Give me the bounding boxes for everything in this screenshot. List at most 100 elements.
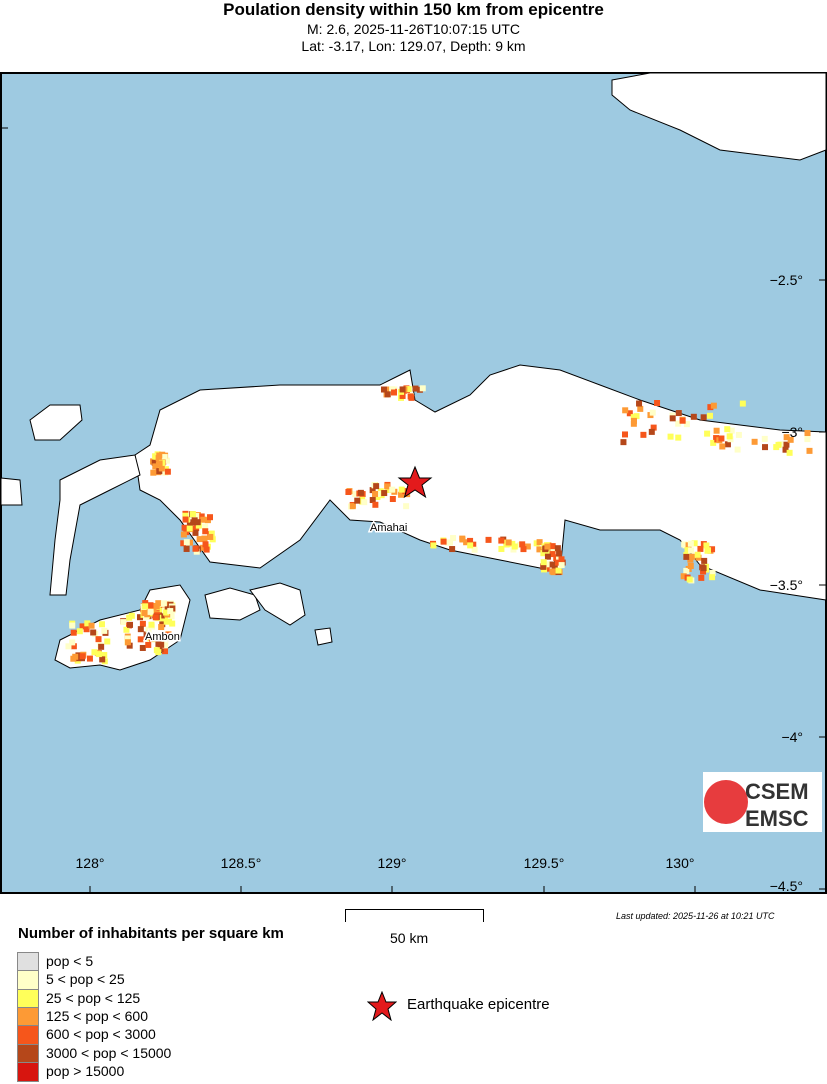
population-cell xyxy=(650,424,657,431)
population-cell xyxy=(151,459,158,466)
legend-swatch xyxy=(17,1006,39,1027)
population-cell xyxy=(182,512,189,519)
emsc-logo: CSEM EMSC xyxy=(703,772,822,832)
population-cell xyxy=(782,446,789,453)
lat-tick: −3.5° xyxy=(770,577,803,593)
population-cell xyxy=(83,626,90,633)
west-land xyxy=(0,477,23,506)
population-cell xyxy=(680,573,687,580)
population-cell xyxy=(630,420,637,427)
svg-text:CSEM: CSEM xyxy=(745,779,809,804)
population-cell xyxy=(710,402,717,409)
population-cell xyxy=(524,543,531,550)
population-cell xyxy=(511,543,518,550)
legend-label: 5 < pop < 25 xyxy=(46,971,125,988)
population-cell xyxy=(183,545,190,552)
population-cell xyxy=(202,541,209,548)
population-cell xyxy=(703,542,710,549)
population-cell xyxy=(786,449,793,456)
population-cell xyxy=(95,636,102,643)
population-cell xyxy=(158,465,165,472)
population-cell xyxy=(691,540,698,547)
saparua-island xyxy=(249,582,306,626)
population-cell xyxy=(724,441,731,448)
population-cell xyxy=(160,600,167,607)
population-cell xyxy=(352,491,359,498)
population-cell xyxy=(194,519,201,526)
population-cell xyxy=(761,435,768,442)
population-cell xyxy=(142,600,149,607)
population-cell xyxy=(168,612,175,619)
population-cell xyxy=(65,643,72,650)
population-cell xyxy=(709,569,716,576)
population-cell xyxy=(153,603,160,610)
population-cell xyxy=(694,551,701,558)
population-cell xyxy=(690,413,697,420)
lat-tick: −4.5° xyxy=(770,878,803,894)
map-title: Poulation density within 150 km from epi… xyxy=(223,0,604,19)
svg-text:EMSC: EMSC xyxy=(745,806,809,831)
population-cell xyxy=(180,540,187,547)
population-cell xyxy=(675,420,682,427)
scale-bar-label: 50 km xyxy=(390,930,429,946)
legend-epicentre-label: Earthquake epicentre xyxy=(407,996,550,1013)
population-cell xyxy=(710,439,717,446)
population-cell xyxy=(198,513,205,520)
population-cell xyxy=(705,547,712,554)
population-cell xyxy=(620,439,627,446)
haruku-island xyxy=(204,587,261,621)
population-cell xyxy=(739,400,746,407)
population-cell xyxy=(164,468,171,475)
population-cell xyxy=(654,400,661,407)
population-cell xyxy=(203,546,210,553)
population-cell xyxy=(156,460,163,467)
population-cells xyxy=(65,385,813,665)
legend-swatch xyxy=(17,988,39,1009)
population-cell xyxy=(648,428,655,435)
population-cell xyxy=(147,602,154,609)
population-cell xyxy=(163,609,170,616)
population-cell xyxy=(349,503,356,510)
population-cell xyxy=(498,545,505,552)
population-cell xyxy=(90,629,97,636)
population-cell xyxy=(667,433,674,440)
population-cell xyxy=(181,524,188,531)
population-cell xyxy=(169,620,176,627)
population-cell xyxy=(556,550,563,557)
population-cell xyxy=(683,553,690,560)
population-cell xyxy=(345,488,352,495)
population-cell xyxy=(718,435,725,442)
population-cell xyxy=(101,652,108,659)
seram-island xyxy=(134,364,827,601)
population-cell xyxy=(124,639,131,646)
misool-island xyxy=(611,72,827,161)
population-cell xyxy=(735,431,742,438)
population-cell xyxy=(195,522,202,529)
population-cell xyxy=(186,525,193,532)
population-cell xyxy=(684,547,691,554)
population-cell xyxy=(145,635,152,642)
population-cell xyxy=(626,410,633,417)
population-cell xyxy=(751,438,758,445)
population-cell xyxy=(450,535,457,542)
population-cell xyxy=(152,463,159,470)
population-cell xyxy=(687,563,694,570)
population-cell xyxy=(72,653,79,660)
population-cell xyxy=(159,638,166,645)
population-cell xyxy=(384,483,391,490)
legend-swatch xyxy=(17,1043,39,1064)
population-cell xyxy=(79,653,86,660)
population-cell xyxy=(199,544,206,551)
event-location: Lat: -3.17, Lon: 129.07, Depth: 9 km xyxy=(301,38,526,54)
population-cell xyxy=(683,421,690,428)
population-cell xyxy=(152,614,159,621)
population-cell xyxy=(139,620,146,627)
population-cell xyxy=(201,535,208,542)
population-map[interactable]: 128° 128.5° 129° 129.5° 130° −2.5° −3° −… xyxy=(0,72,827,895)
population-cell xyxy=(783,441,790,448)
population-cell xyxy=(139,644,146,651)
population-cell xyxy=(558,556,565,563)
population-cell xyxy=(649,409,656,416)
population-cell xyxy=(141,610,148,617)
population-cell xyxy=(549,561,556,568)
